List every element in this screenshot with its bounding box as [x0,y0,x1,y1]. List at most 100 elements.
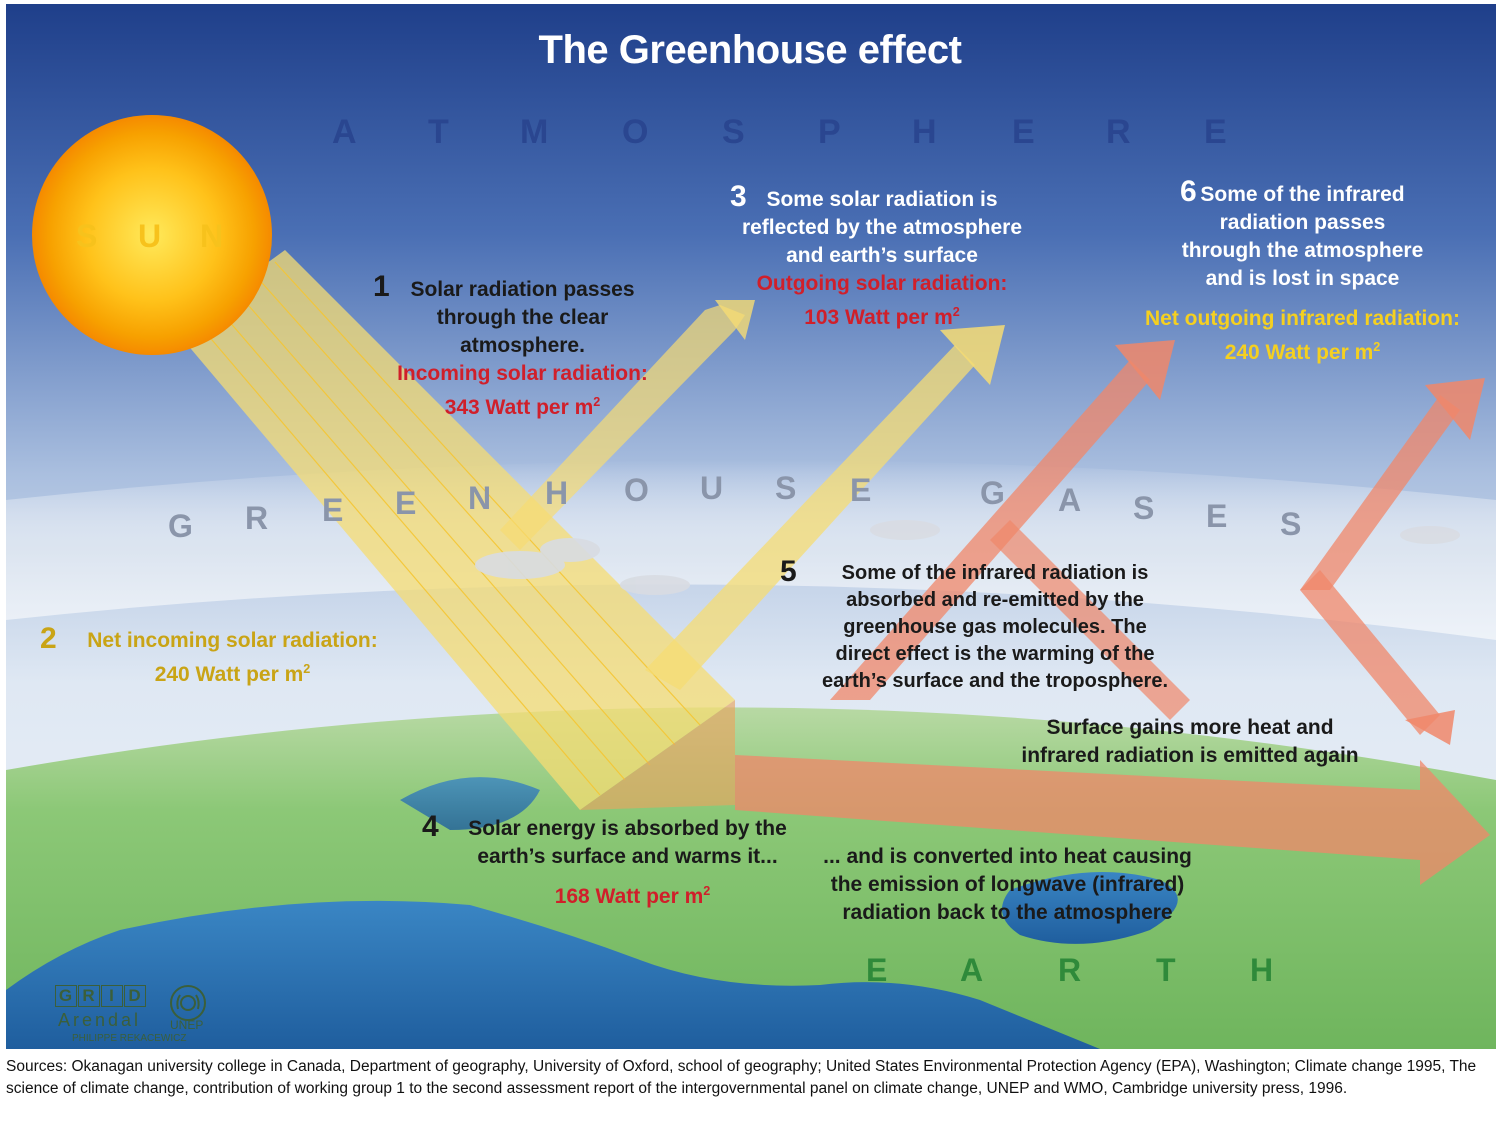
step-5b-text: Surface gains more heat and infrared rad… [1000,714,1380,770]
step-5b-line: infrared radiation is emitted again [1021,744,1359,767]
greenhouse-letter: E [395,485,417,521]
atmosphere-letter: O [622,113,649,151]
step-1-text: Solar radiation passes through the clear… [380,276,665,422]
step-1-line: through the clear [436,306,609,329]
step-6-label: Net outgoing infrared radiation: [1145,307,1460,330]
greenhouse-letter: G [980,475,1005,511]
infrared-arrow-up-2 [1300,395,1460,590]
step-6-value-line: 240 Watt per m2 [1130,333,1475,367]
atmosphere-letter: H [912,113,937,151]
author-credit: PHILIPPE REKACEWICZ [72,1033,187,1044]
sun-letter: S [76,218,98,254]
step-1-line: Solar radiation passes [410,278,635,301]
atmosphere-label: A T M O S P H E R E [0,113,1500,153]
step-4-value: 168 Watt per m [554,885,704,908]
greenhouse-letter: S [1280,506,1302,542]
greenhouse-letter: R [245,500,269,536]
step-2-number: 2 [40,622,57,655]
earth-letter: E [866,952,888,988]
step-6-number: 6 [1180,175,1197,208]
sun-label: S U N [0,218,300,258]
step-1-line: atmosphere. [460,334,585,357]
reflected-beam-head-2 [940,325,1005,385]
step-3-value-line: 103 Watt per m2 [722,298,1042,332]
infrared-arrow-down [1300,570,1440,735]
infrared-arrow-reemit-1 [990,520,1190,720]
greenhouse-letter: S [775,470,797,506]
step-5-line: earth’s surface and the troposphere. [821,670,1168,692]
surface-heat-arrow [735,755,1490,885]
earth-letter: T [1156,952,1176,988]
reflected-solar-beam-atmosphere [500,305,745,550]
infrared-arrow-head-2 [1425,378,1485,440]
earth-label: E A R T H [0,952,1500,992]
infrared-arrow-head-down [1405,710,1455,745]
atmosphere-letter: M [520,113,549,151]
greenhouse-letter: G [168,508,193,544]
step-6-value: 240 Watt per m [1224,341,1374,364]
sun-letter: U [138,218,162,254]
step-5-line: greenhouse gas molecules. The [843,616,1147,638]
greenhouse-letter: N [468,480,492,516]
grid-letter: R [78,985,100,1007]
step-3-number: 3 [730,180,747,213]
step-2-label: Net incoming solar radiation: [87,629,378,652]
step-3-text: Some solar radiation is reflected by the… [722,186,1042,332]
greenhouse-letter: U [700,470,724,506]
grid-letter: I [101,985,123,1007]
incoming-solar-beam [175,250,735,810]
step-4-line: earth’s surface and warms it... [477,845,778,868]
greenhouse-letter: E [1206,498,1228,534]
solar-beam-rays [194,261,701,796]
step-1-value: 343 Watt per m [444,396,594,419]
step-5-text: Some of the infrared radiation is absorb… [795,560,1195,695]
step-6-unit-sup: 2 [1373,340,1381,354]
greenhouse-letter: S [1133,490,1155,526]
step-4b-text: ... and is converted into heat causing t… [800,843,1215,927]
unep-logo-icon [170,985,206,1021]
step-4b-line: the emission of longwave (infrared) [830,873,1185,896]
step-3-line: and earth’s surface [786,244,978,267]
step-5b-line: Surface gains more heat and [1046,716,1334,739]
atmosphere-letter: S [722,113,745,151]
step-1-unit-sup: 2 [593,395,601,409]
step-4-number: 4 [422,810,439,843]
step-1-value-line: 343 Watt per m2 [380,388,665,422]
step-6-line: Some of the infrared [1200,183,1405,206]
step-3-line: reflected by the atmosphere [741,216,1023,239]
step-4-line: Solar energy is absorbed by the [468,817,787,840]
step-3-unit-sup: 2 [952,305,960,319]
step-4b-line: ... and is converted into heat causing [823,845,1192,868]
step-1-label: Incoming solar radiation: [397,362,648,385]
atmosphere-letter: P [818,113,841,151]
step-4-value-line: 168 Watt per m2 [450,877,805,911]
greenhouse-gases-label: G R E E N H O U S E G A S E S [0,470,1500,544]
step-4b-line: radiation back to the atmosphere [842,901,1173,924]
step-2-value-line: 240 Watt per m2 [70,655,395,689]
step-5-number: 5 [780,555,797,588]
absorbed-solar-beam [580,700,735,810]
greenhouse-letter: A [1058,482,1082,518]
greenhouse-letter: E [322,492,344,528]
step-5-line: direct effect is the warming of the [835,643,1155,665]
sun-letter: N [200,218,224,254]
step-5-line: Some of the infrared radiation is [841,562,1149,584]
step-6-text: Some of the infrared radiation passes th… [1130,181,1475,367]
greenhouse-letter: O [624,472,649,508]
atmosphere-letter: E [1012,113,1035,151]
reflected-beam-head-1 [715,300,755,340]
black-sea [1002,872,1178,944]
grid-letter: D [124,985,146,1007]
atmosphere-letter: A [332,113,357,151]
greenhouse-letter: H [545,475,569,511]
mediterranean-sea [6,900,1100,1049]
step-4-text: Solar energy is absorbed by the earth’s … [450,815,805,911]
atmosphere-letter: E [1204,113,1227,151]
greenhouse-letter: E [850,472,872,508]
step-6-line: radiation passes [1219,211,1386,234]
earth-letter: A [960,952,984,988]
